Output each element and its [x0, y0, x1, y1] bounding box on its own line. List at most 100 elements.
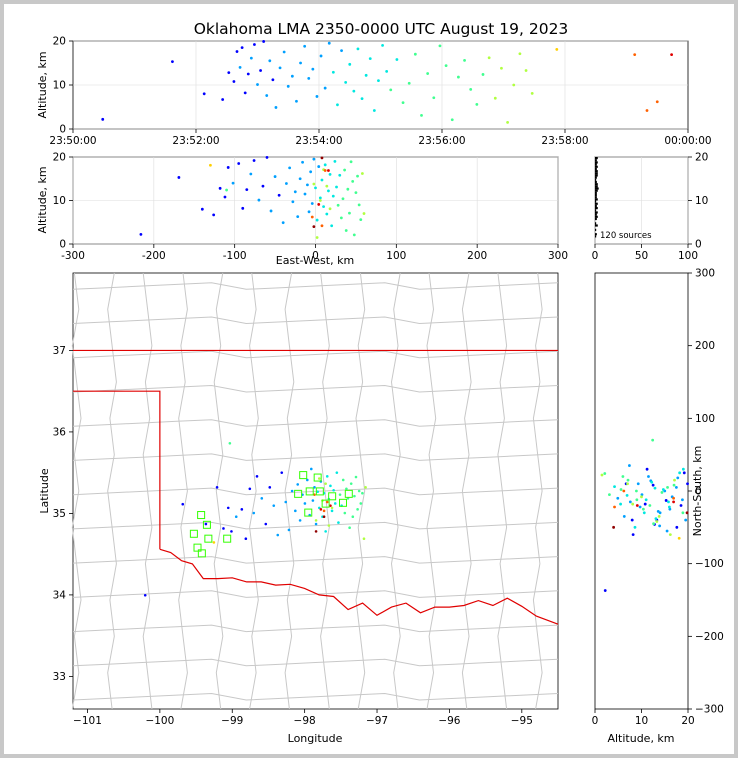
- time-altitude-point: [240, 46, 244, 49]
- histogram-bar: [595, 157, 598, 160]
- plan-view-point: [252, 511, 256, 515]
- time-altitude-point: [381, 44, 384, 47]
- alt-ns-point: [635, 498, 639, 502]
- alt-ns-point: [648, 504, 652, 507]
- alt-ns-point: [656, 509, 660, 513]
- time-altitude-ytick-label: 0: [59, 124, 66, 136]
- ew-altitude-point: [257, 198, 261, 202]
- county-boundary: [284, 272, 295, 710]
- ew-altitude-point: [177, 176, 181, 179]
- plan-view-xtick-label: −101: [73, 715, 102, 727]
- time-altitude-point: [171, 60, 174, 64]
- alt-ns-point: [676, 476, 680, 480]
- plan-view-point: [226, 506, 230, 510]
- histogram-bar: [595, 209, 597, 212]
- plan-view-point: [314, 522, 318, 526]
- plan-view-point: [361, 491, 364, 495]
- ew-altitude-point: [339, 216, 343, 220]
- alt-ns-point: [630, 518, 634, 522]
- ew-altitude-ytick-label: 0: [59, 239, 66, 251]
- lma-station-marker: [305, 487, 314, 496]
- plan-view-xtick-label: −98: [294, 715, 316, 727]
- time-altitude-point: [395, 58, 399, 61]
- plan-view-point: [317, 477, 321, 480]
- county-boundary: [461, 272, 472, 710]
- plan-view-point: [343, 511, 347, 515]
- plan-view-xtick-label: −97: [366, 715, 388, 727]
- alt-ns-ytick-label: −300: [695, 704, 724, 716]
- time-altitude-point: [389, 88, 393, 92]
- ew-altitude-point: [360, 172, 364, 175]
- plan-view-point: [335, 471, 339, 474]
- time-altitude-point: [518, 52, 522, 56]
- ew-altitude-point: [325, 212, 329, 216]
- alt-ns-point: [672, 500, 675, 504]
- time-altitude-point: [303, 44, 307, 48]
- ew-altitude-point: [338, 173, 342, 177]
- ew-altitude-panel: -300 -200 -100 0 100 200 300 0 10 20 Altitude, km…: [36, 152, 568, 268]
- alt-ns-point: [679, 504, 683, 507]
- lma-station-marker: [193, 543, 202, 552]
- plan-view-ytick-label: 37: [53, 345, 66, 357]
- time-altitude-point: [282, 50, 286, 54]
- lma-station-marker: [189, 529, 198, 538]
- time-altitude-point: [506, 121, 509, 124]
- alt-ns-point: [640, 495, 643, 499]
- alt-ns-xtick-label: 10: [635, 715, 648, 727]
- plan-view-point: [313, 493, 316, 496]
- histogram-bar: [595, 176, 597, 179]
- plan-view-point: [305, 478, 309, 482]
- plan-view-point: [222, 527, 225, 530]
- lma-station-marker: [304, 508, 313, 517]
- time-altitude-point: [278, 66, 282, 70]
- plan-view-point: [364, 486, 367, 489]
- plan-view-point: [204, 522, 208, 526]
- time-altitude-point: [457, 75, 460, 79]
- plan-view-point: [272, 504, 276, 507]
- alt-ns-point: [681, 511, 685, 515]
- time-altitude-point: [235, 50, 239, 53]
- lma-station-marker: [313, 473, 322, 482]
- plan-view-point: [359, 502, 363, 505]
- ew-altitude-ytick-label: 20: [53, 152, 66, 164]
- plan-view-xtick-label: −100: [145, 715, 174, 727]
- time-altitude-point: [286, 84, 290, 88]
- lma-station-marker: [344, 489, 353, 498]
- ew-altitude-point: [265, 156, 269, 159]
- alt-ns-point: [681, 498, 684, 502]
- histogram-bar: [595, 224, 598, 227]
- time-altitude-point: [307, 77, 311, 80]
- ew-altitude-point: [362, 212, 366, 215]
- county-boundary: [72, 590, 559, 598]
- lma-station-marker: [339, 498, 348, 507]
- alt-ns-ytick-label: 0: [695, 486, 702, 498]
- alt-ns-ytick-label: 100: [695, 413, 715, 425]
- time-altitude-point: [364, 73, 368, 77]
- time-altitude-xtick-label: 23:54:00: [295, 135, 342, 147]
- histogram-bar: [595, 235, 597, 238]
- county-boundary: [72, 692, 559, 701]
- ew-altitude-xtick-label: -200: [142, 250, 166, 262]
- lma-station-marker: [299, 471, 308, 480]
- plan-view-point: [234, 515, 238, 518]
- plan-view-ytick-label: 36: [53, 426, 67, 438]
- ew-altitude-point: [315, 236, 319, 239]
- chart-title: Oklahoma LMA 2350-0000 UTC August 19, 20…: [194, 20, 569, 38]
- alt-ns-ytick-label: 300: [695, 268, 715, 280]
- time-altitude-point: [512, 83, 516, 87]
- alt-ns-point: [628, 500, 632, 504]
- alt-ns-point: [616, 496, 620, 500]
- county-boundary: [249, 272, 259, 710]
- plan-view-point: [329, 504, 332, 507]
- lma-station-marker: [315, 487, 324, 496]
- histogram-bar: [595, 191, 597, 194]
- alt-ns-xlabel: Altitude, km: [607, 732, 674, 745]
- histogram-bar: [595, 161, 598, 164]
- alt-ns-point: [658, 524, 662, 528]
- plan-view-point: [330, 506, 334, 510]
- plan-view-point: [314, 519, 318, 522]
- alt-ns-point: [628, 464, 631, 467]
- histogram-bar: [595, 196, 597, 199]
- county-boundary: [72, 350, 559, 359]
- ew-altitude-point: [218, 186, 222, 190]
